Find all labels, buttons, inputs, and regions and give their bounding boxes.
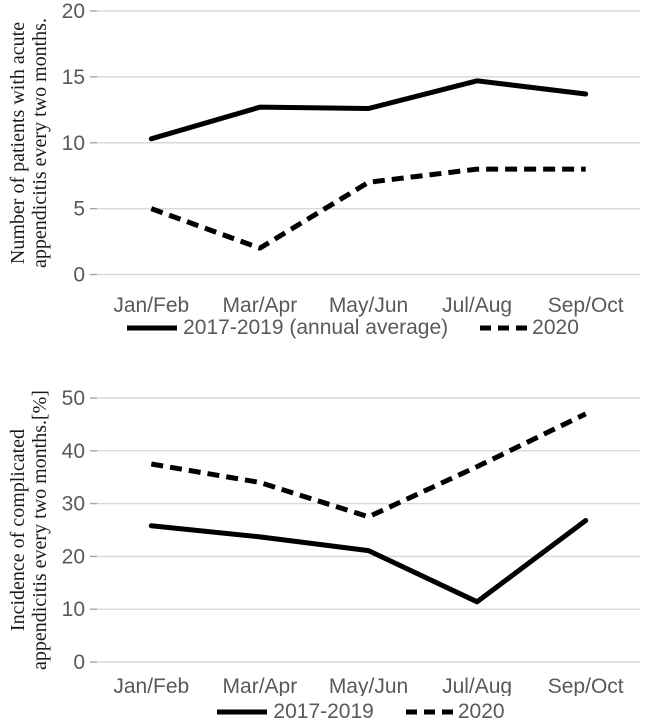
y-tick-label: 20 — [62, 545, 85, 568]
solid-line-icon — [217, 709, 268, 715]
y-tick-label: 15 — [62, 66, 85, 89]
incidence-chart-legend: 2017-2019 2020 — [38, 699, 645, 725]
incidence-chart-plot-area: 0 10 20 30 40 50 Jan/Feb Mar/Apr May/Jun Jul/Aug S… — [62, 387, 640, 696]
y-tick-label: 5 — [73, 198, 85, 221]
y-tick-label: 0 — [73, 264, 85, 287]
legend-label: 2017-2019 — [273, 700, 374, 723]
legend-item: 2017-2019 (annual average) — [126, 315, 448, 341]
x-category-label: Sep/Oct — [548, 675, 624, 696]
x-category-label: Mar/Apr — [223, 294, 298, 317]
legend-item: 2020 — [480, 315, 579, 341]
legend-label: 2020 — [457, 700, 505, 723]
y-tick-label: 30 — [62, 493, 85, 516]
y-tick-label: 50 — [62, 387, 85, 410]
series-line-dashed — [150, 166, 586, 251]
legend-item: 2020 — [405, 699, 505, 725]
legend-label: 2020 — [532, 316, 579, 339]
series-line-solid — [148, 517, 589, 605]
x-category-label: Jan/Feb — [113, 294, 189, 317]
series-line-dashed — [150, 411, 587, 520]
legend-label: 2017-2019 (annual average) — [183, 316, 449, 339]
y-tick-label: 10 — [62, 598, 85, 621]
series-line-solid — [148, 78, 589, 142]
dashed-line-icon — [480, 325, 528, 331]
x-category-label: Mar/Apr — [223, 675, 298, 696]
x-category-label: Sep/Oct — [548, 294, 624, 317]
patients-chart-legend: 2017-2019 (annual average) 2020 — [30, 314, 645, 342]
x-category-label: Jul/Aug — [442, 294, 512, 317]
dashed-line-icon — [405, 709, 453, 715]
patients-chart-plot-area: 0 5 10 15 20 Jan/Feb Mar/Apr May/Jun Jul/Aug Sep/… — [62, 0, 640, 317]
y-tick-label: 0 — [73, 651, 85, 674]
x-category-label: May/Jun — [329, 294, 408, 317]
y-tick-label: 40 — [62, 440, 85, 463]
y-tick-label: 10 — [62, 132, 85, 155]
y-tick-label: 20 — [62, 0, 85, 23]
x-category-label: May/Jun — [329, 675, 408, 696]
x-category-label: Jan/Feb — [113, 675, 189, 696]
legend-item: 2017-2019 — [216, 699, 374, 725]
solid-line-icon — [127, 325, 178, 331]
x-category-label: Jul/Aug — [442, 675, 512, 696]
